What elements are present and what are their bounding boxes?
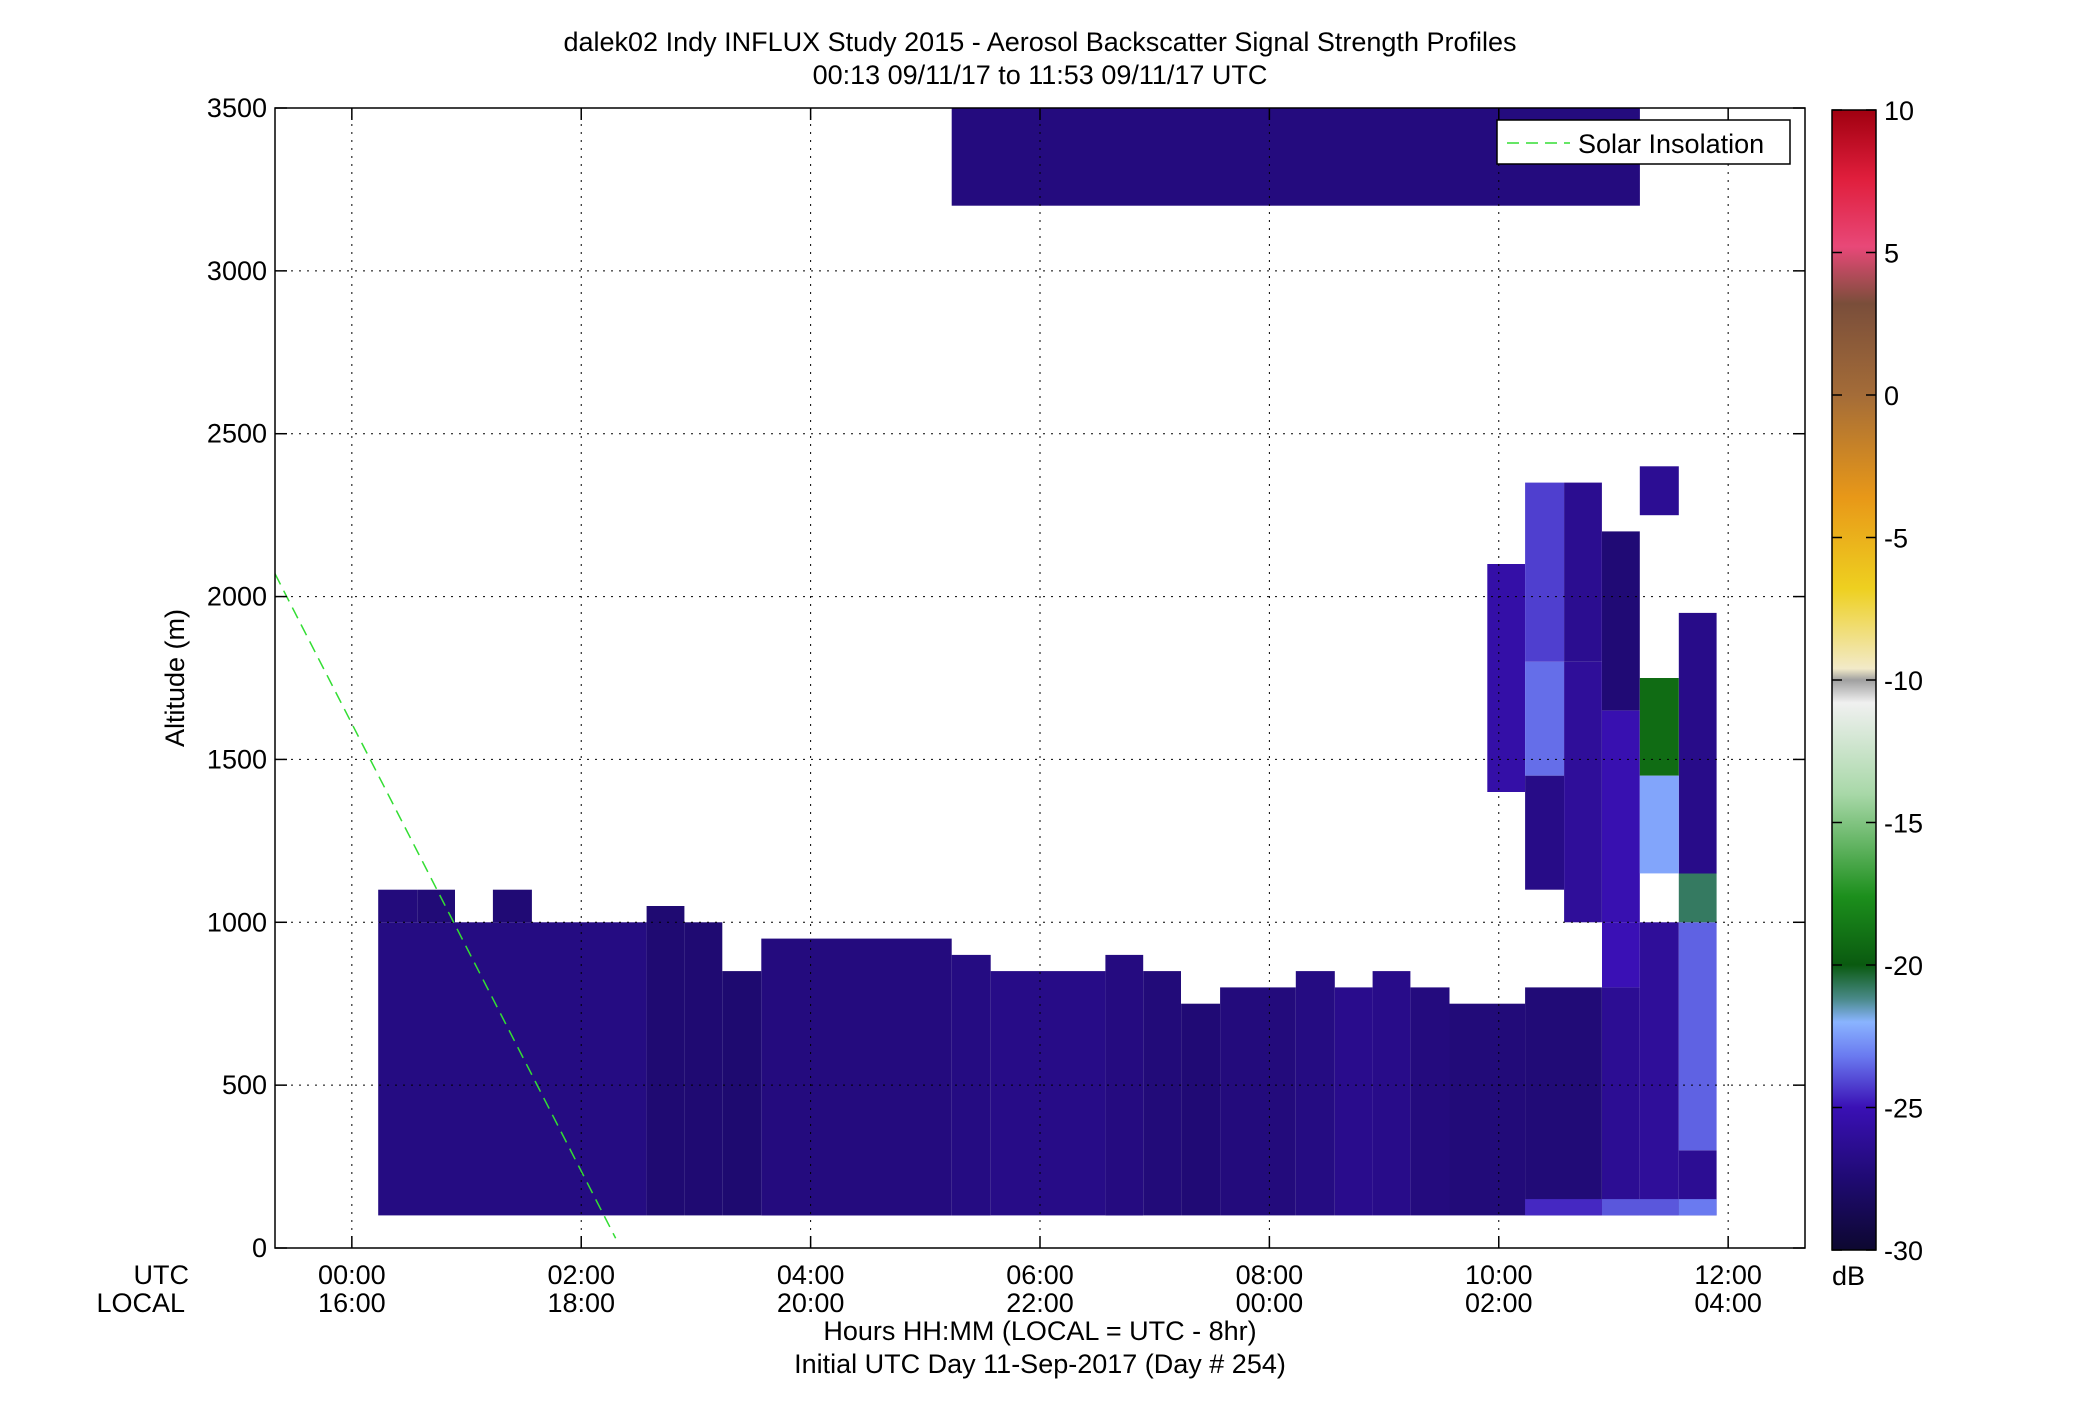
x-tick-label-utc-0: 00:00 bbox=[318, 1260, 386, 1290]
chart-subtitle: 00:13 09/11/17 to 11:53 09/11/17 UTC bbox=[813, 60, 1268, 90]
x-tick-label-utc-5: 10:00 bbox=[1465, 1260, 1533, 1290]
heatmap-cell-9 bbox=[990, 971, 1106, 1216]
heatmap-cell-19 bbox=[1525, 987, 1602, 1216]
heatmap-cell-16 bbox=[1372, 971, 1411, 1216]
colorbar-tick-label-1: -25 bbox=[1884, 1094, 1923, 1124]
heatmap-cell-7 bbox=[761, 938, 952, 1216]
heatmap-cells bbox=[378, 108, 1717, 1216]
heatmap-cell-36 bbox=[1602, 710, 1640, 923]
y-tick-label-4: 2000 bbox=[207, 582, 267, 612]
y-tick-label-1: 500 bbox=[222, 1070, 267, 1100]
legend-box bbox=[1496, 119, 1791, 165]
heatmap-cell-35 bbox=[1564, 482, 1602, 662]
x-tick-label-local-0: 16:00 bbox=[318, 1288, 386, 1318]
heatmap-cell-0 bbox=[378, 922, 647, 1216]
heatmap-cell-3 bbox=[492, 889, 532, 923]
heatmap-cell-14 bbox=[1295, 971, 1335, 1216]
colorbar-label: dB bbox=[1832, 1261, 1865, 1291]
colorbar-ticks: -30 -25 -20 -15 -10 -5 0 5 10 bbox=[1832, 96, 1923, 1266]
colorbar-tick-label-7: 5 bbox=[1884, 239, 1899, 269]
colorbar-tick-label-6: 0 bbox=[1884, 381, 1899, 411]
row-label-utc: UTC bbox=[134, 1260, 190, 1290]
heatmap-cell-26 bbox=[1678, 612, 1717, 874]
heatmap-cell-32 bbox=[1525, 482, 1565, 662]
x-tick-label-utc-4: 08:00 bbox=[1236, 1260, 1304, 1290]
heatmap-cell-33 bbox=[1525, 775, 1565, 890]
legend: Solar Insolation bbox=[1496, 119, 1791, 165]
row-label-local: LOCAL bbox=[96, 1288, 185, 1318]
x-axis-label-secondary: Initial UTC Day 11-Sep-2017 (Day # 254) bbox=[794, 1349, 1286, 1379]
heatmap-cell-17 bbox=[1410, 987, 1450, 1216]
y-tick-label-3: 1500 bbox=[207, 744, 267, 774]
legend-entry-solar-insolation: Solar Insolation bbox=[1578, 129, 1764, 159]
y-tick-label-7: 3500 bbox=[207, 93, 267, 123]
colorbar-tick-label-4: -10 bbox=[1884, 666, 1923, 696]
x-tick-label-local-4: 00:00 bbox=[1236, 1288, 1304, 1318]
heatmap-cell-31 bbox=[1525, 661, 1565, 776]
colorbar-tick-label-2: -20 bbox=[1884, 951, 1923, 981]
colorbar-tick-label-8: 10 bbox=[1884, 96, 1914, 126]
y-tick-label-5: 2500 bbox=[207, 419, 267, 449]
grid-lines bbox=[275, 107, 1805, 1249]
heatmap-cell-4 bbox=[646, 906, 685, 1216]
y-tick-label-6: 3000 bbox=[207, 256, 267, 286]
heatmap-cell-20 bbox=[1602, 987, 1640, 1216]
heatmap-cell-22 bbox=[1639, 922, 1679, 1216]
y-axis-label: Altitude (m) bbox=[160, 609, 190, 747]
heatmap-cell-24 bbox=[1678, 922, 1717, 1151]
x-tick-label-utc-1: 02:00 bbox=[547, 1260, 615, 1290]
colorbar-tick-label-5: -5 bbox=[1884, 524, 1908, 554]
colorbar: -30 -25 -20 -15 -10 -5 0 5 10 dB bbox=[1831, 96, 1923, 1291]
heatmap-cell-2 bbox=[417, 889, 455, 923]
heatmap-cell-11 bbox=[1143, 971, 1181, 1216]
x-tick-label-utc-3: 06:00 bbox=[1006, 1260, 1074, 1290]
heatmap-cell-13 bbox=[1220, 987, 1296, 1216]
colorbar-tick-label-3: -15 bbox=[1884, 809, 1923, 839]
x-tick-label-local-1: 18:00 bbox=[547, 1288, 615, 1318]
x-tick-label-local-3: 22:00 bbox=[1006, 1288, 1074, 1318]
heatmap-cell-39 bbox=[1639, 775, 1679, 874]
heatmap-cell-37 bbox=[1602, 531, 1640, 711]
x-axis-label: Hours HH:MM (LOCAL = UTC - 8hr) bbox=[823, 1316, 1256, 1346]
heatmap-cell-40 bbox=[1639, 466, 1679, 516]
heatmap-cell-34 bbox=[1564, 661, 1602, 923]
heatmap-cell-6 bbox=[722, 971, 762, 1216]
y-tick-label-0: 0 bbox=[252, 1233, 267, 1263]
heatmap-cell-21 bbox=[1602, 922, 1640, 988]
heatmap-cell-25 bbox=[1678, 873, 1717, 923]
heatmap-cell-5 bbox=[684, 922, 723, 1216]
x-tick-label-local-2: 20:00 bbox=[777, 1288, 845, 1318]
heatmap-cell-12 bbox=[1181, 1003, 1221, 1216]
x-tick-label-local-6: 04:00 bbox=[1694, 1288, 1762, 1318]
x-tick-label-utc-6: 12:00 bbox=[1694, 1260, 1762, 1290]
chart-title: dalek02 Indy INFLUX Study 2015 - Aerosol… bbox=[563, 27, 1516, 57]
x-tick-label-utc-2: 04:00 bbox=[777, 1260, 845, 1290]
heatmap-cell-38 bbox=[1639, 678, 1679, 776]
heatmap-cell-30 bbox=[1487, 564, 1526, 792]
heatmap-cell-1 bbox=[378, 889, 418, 923]
heatmap-cell-15 bbox=[1334, 987, 1373, 1216]
solar-insolation-line bbox=[275, 573, 617, 1239]
x-tick-label-local-5: 02:00 bbox=[1465, 1288, 1533, 1318]
y-tick-label-2: 1000 bbox=[207, 907, 267, 937]
heatmap-cell-27 bbox=[1525, 1199, 1602, 1216]
colorbar-tick-label-0: -30 bbox=[1884, 1236, 1923, 1266]
axis-ticks: 00:0016:0002:0018:0004:0020:0006:0022:00… bbox=[207, 93, 1805, 1318]
heatmap-cell-28 bbox=[1602, 1199, 1679, 1216]
heatmap-cell-29 bbox=[1678, 1199, 1717, 1216]
heatmap-cell-18 bbox=[1449, 1003, 1526, 1216]
